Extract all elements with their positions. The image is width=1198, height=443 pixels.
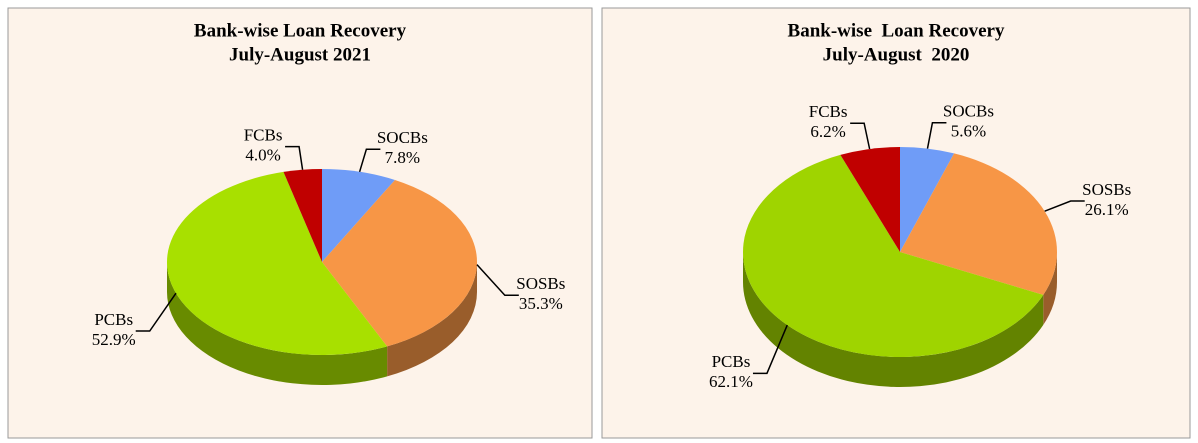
chart-title: Bank-wise Loan Recovery: [788, 20, 1005, 41]
slice-value: 52.9%: [92, 330, 136, 349]
pie-slice: [283, 169, 322, 262]
slice-label: SOCBs: [377, 128, 428, 147]
leader-line: [285, 145, 304, 170]
slice-value: 5.6%: [951, 122, 986, 141]
pie-slice: [900, 153, 1057, 295]
pie-slice: [743, 154, 1044, 358]
leader-line: [476, 264, 519, 297]
pie-side: [167, 262, 388, 385]
slice-label: SOCBs: [943, 102, 994, 121]
leader-line: [850, 122, 871, 150]
slice-label: FCBs: [809, 102, 848, 121]
pie-slice: [322, 169, 395, 262]
slice-label: PCBs: [94, 310, 133, 329]
leader-line: [358, 148, 381, 172]
slice-value: 7.8%: [385, 148, 420, 167]
slice-value: 26.1%: [1085, 200, 1129, 219]
pie-side: [1043, 252, 1057, 325]
slice-label: SOSBs: [1082, 180, 1131, 199]
pie-side: [743, 252, 1044, 388]
chart-subtitle: July-August 2020: [823, 44, 970, 65]
slice-value: 6.2%: [810, 122, 845, 141]
pie-side: [387, 262, 477, 377]
pie-slice: [840, 147, 900, 252]
leader-line: [926, 122, 947, 149]
slice-value: 62.1%: [709, 372, 753, 391]
slice-label: PCBs: [712, 352, 751, 371]
chart-subtitle: July-August 2021: [229, 44, 371, 65]
pie-slice: [166, 171, 388, 356]
slice-value: 4.0%: [245, 146, 280, 165]
pie-slice: [900, 147, 955, 252]
pie-slice: [322, 179, 477, 347]
slice-label: FCBs: [244, 126, 283, 145]
slice-label: SOSBs: [516, 274, 565, 293]
slice-value: 35.3%: [519, 294, 563, 313]
leader-line: [135, 292, 177, 332]
chart-title: Bank-wise Loan Recovery: [194, 20, 407, 41]
leader-line: [1044, 200, 1085, 212]
leader-line: [752, 324, 788, 375]
